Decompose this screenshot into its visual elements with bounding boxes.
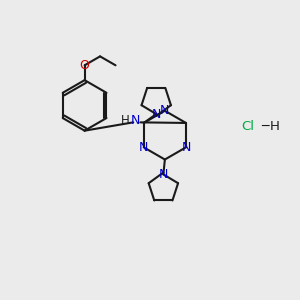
Text: H: H	[270, 120, 280, 133]
Text: H: H	[121, 114, 130, 128]
Text: N: N	[181, 141, 191, 154]
Text: Cl: Cl	[242, 120, 255, 133]
Text: N: N	[152, 107, 161, 121]
Text: N: N	[160, 104, 170, 117]
Text: N: N	[139, 141, 148, 154]
Text: N: N	[159, 168, 168, 181]
Text: O: O	[80, 59, 89, 72]
Text: N: N	[130, 114, 140, 128]
Text: ─: ─	[261, 120, 268, 133]
